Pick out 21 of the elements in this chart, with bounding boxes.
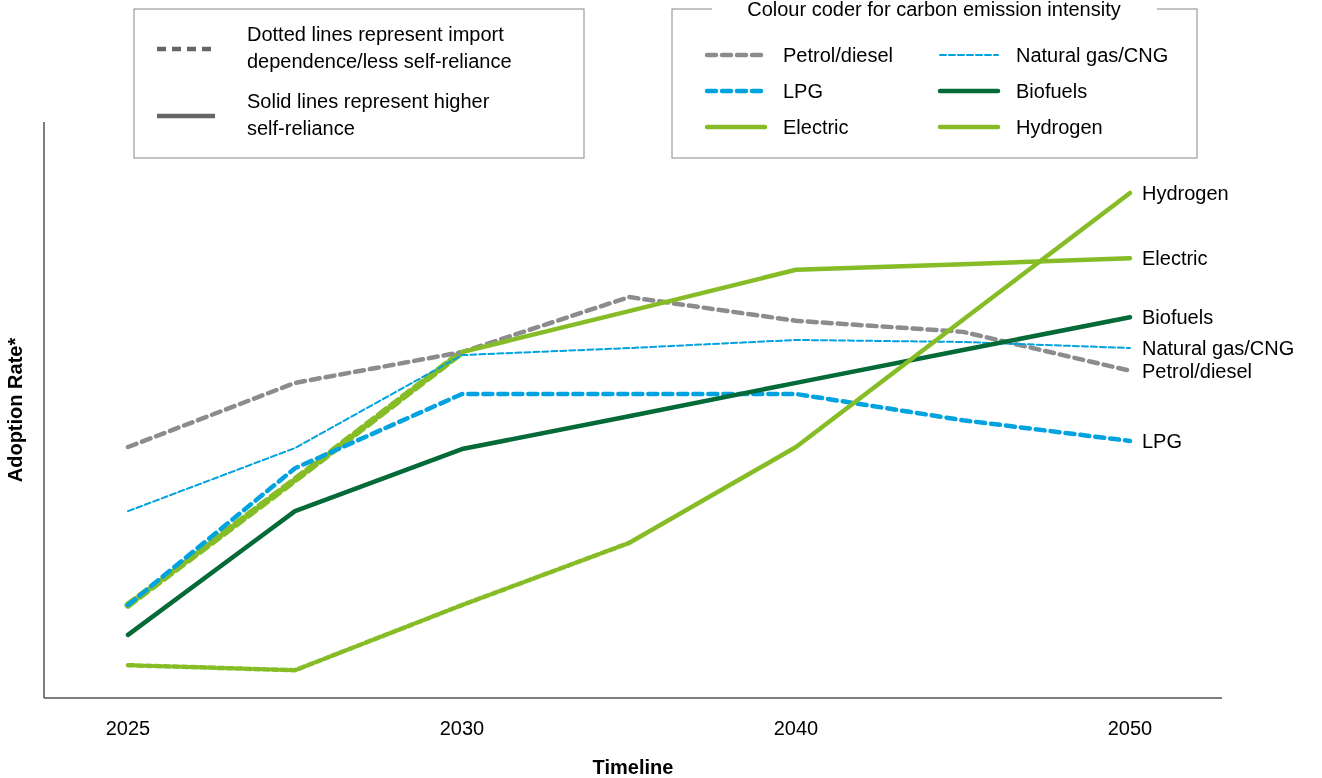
text: Natural gas/CNG xyxy=(1142,337,1295,360)
legend-label: Electric xyxy=(783,116,849,138)
y-axis-title: Adoption Rate* xyxy=(4,337,26,483)
legend-label: LPG xyxy=(783,80,824,102)
text: Electric xyxy=(1142,247,1208,270)
legend-title: Colour coder for carbon emission intensity xyxy=(747,0,1121,20)
text: Dotted lines represent import dependence/less self-reliance xyxy=(247,22,512,72)
legend-label: Hydrogen xyxy=(1016,116,1103,138)
x-tick-label: 2025 xyxy=(105,717,151,739)
x-tick-label: 2050 xyxy=(1107,717,1153,739)
legend-label: Petrol/diesel xyxy=(783,44,894,66)
legend-label: Natural gas/CNG xyxy=(1016,44,1169,66)
x-tick-label: 2030 xyxy=(439,717,485,739)
text: Petrol/diesel xyxy=(1142,359,1253,382)
x-tick-label: 2040 xyxy=(773,717,819,739)
text: LPG xyxy=(1142,429,1183,452)
text: Solid lines represent higher self-reliance xyxy=(247,89,490,139)
legend-label: Biofuels xyxy=(1016,80,1088,102)
text: Hydrogen xyxy=(1142,182,1229,204)
text: Biofuels xyxy=(1142,306,1214,329)
x-axis-title: Timeline xyxy=(592,756,674,778)
